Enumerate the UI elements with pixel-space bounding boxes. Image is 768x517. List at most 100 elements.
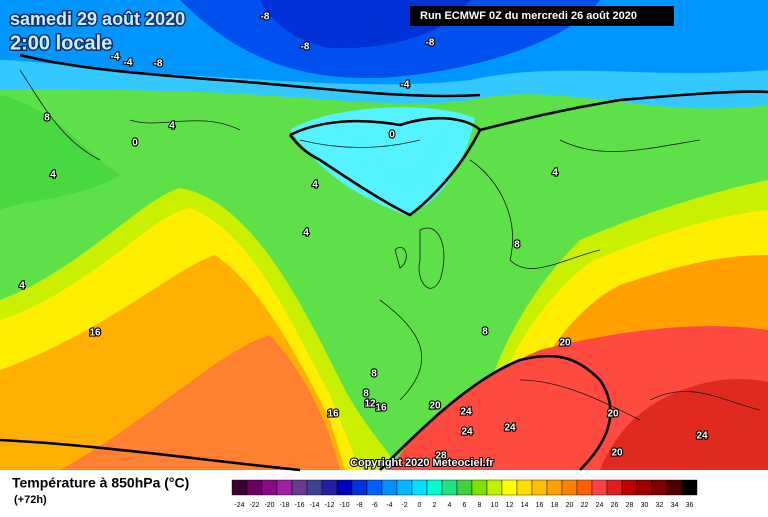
contour-label: 20 — [559, 338, 571, 349]
colorbar-tick-label: -24 — [234, 502, 244, 509]
contour-label: 8 — [371, 369, 377, 380]
colorbar-cell — [306, 479, 323, 496]
colorbar-cell — [621, 479, 638, 496]
colorbar-tick-label: 10 — [491, 502, 499, 509]
colorbar-cell — [321, 479, 338, 496]
contour-label: -4 — [124, 58, 133, 69]
colorbar-tick-label: 28 — [626, 502, 634, 509]
colorbar-tick-label: -2 — [401, 502, 407, 509]
contour-label: 20 — [611, 448, 623, 459]
contour-label: -8 — [261, 12, 270, 23]
colorbar-cell — [576, 479, 593, 496]
colorbar-tick-label: -16 — [294, 502, 304, 509]
colorbar-tick-label: -18 — [279, 502, 289, 509]
colorbar-cell — [531, 479, 548, 496]
colorbar-cell — [411, 479, 428, 496]
colorbar-tick-label: 22 — [581, 502, 589, 509]
colorbar-cell — [591, 479, 608, 496]
contour-label: 4 — [19, 281, 25, 292]
colorbar-cell — [426, 479, 443, 496]
colorbar-cell — [366, 479, 383, 496]
colorbar-tick-label: 6 — [463, 502, 467, 509]
colorbar-tick-label: 16 — [536, 502, 544, 509]
colorbar-tick-label: -20 — [264, 502, 274, 509]
contour-label: 8 — [44, 113, 50, 124]
colorbar-tick-label: 8 — [478, 502, 482, 509]
colorbar-cell — [516, 479, 533, 496]
contour-label: 16 — [375, 403, 387, 414]
colorbar-tick-label: -8 — [356, 502, 362, 509]
colorbar-cell — [681, 479, 698, 496]
map — [0, 0, 768, 472]
lead-time: (+72h) — [14, 494, 47, 506]
contour-label: 28 — [435, 451, 447, 462]
colorbar-cell — [651, 479, 668, 496]
colorbar-tick-label: -10 — [339, 502, 349, 509]
colorbar-tick-label: 32 — [656, 502, 664, 509]
legend-title: Température à 850hPa (°C) — [12, 475, 189, 491]
contour-label: 8 — [514, 240, 520, 251]
contour-label: 0 — [389, 130, 395, 141]
colorbar-cell — [486, 479, 503, 496]
colorbar-tick-label: 30 — [641, 502, 649, 509]
colorbar-cell — [606, 479, 623, 496]
contour-label: 24 — [460, 407, 472, 418]
run-info: Run ECMWF 0Z du mercredi 26 août 2020 — [420, 10, 637, 22]
contour-label: 20 — [607, 409, 619, 420]
colorbar-tick-label: 2 — [433, 502, 437, 509]
contour-label: 0 — [132, 138, 138, 149]
run-box — [410, 6, 674, 26]
colorbar-tick-label: 14 — [521, 502, 529, 509]
colorbar-cell — [381, 479, 398, 496]
colorbar-tick-label: 20 — [566, 502, 574, 509]
colorbar-tick-label: 34 — [671, 502, 679, 509]
colorbar-tick-label: 0 — [418, 502, 422, 509]
contour-label: 24 — [696, 431, 708, 442]
colorbar-tick-label: -22 — [249, 502, 259, 509]
colorbar-cell — [636, 479, 653, 496]
contour-label: 8 — [363, 389, 369, 400]
contour-label: 4 — [303, 228, 309, 239]
colorbar-cell — [261, 479, 278, 496]
colorbar-cell — [336, 479, 353, 496]
local-time: 2:00 locale — [10, 32, 112, 54]
colorbar-tick-label: -6 — [371, 502, 377, 509]
colorbar-cell — [276, 479, 293, 496]
contour-label: -4 — [401, 80, 410, 91]
contour-label: 24 — [461, 427, 473, 438]
contour-label: 20 — [429, 401, 441, 412]
colorbar-cell — [396, 479, 413, 496]
colorbar-tick-label: -4 — [386, 502, 392, 509]
contour-label: 4 — [50, 170, 56, 181]
colorbar-cell — [351, 479, 368, 496]
colorbar-cell — [561, 479, 578, 496]
colorbar-tick-label: 18 — [551, 502, 559, 509]
contour-label: 4 — [169, 121, 175, 132]
colorbar-tick-label: 12 — [506, 502, 514, 509]
colorbar-cell — [666, 479, 683, 496]
colorbar-cell — [546, 479, 563, 496]
contour-label: 16 — [89, 328, 101, 339]
colorbar-cell — [501, 479, 518, 496]
colorbar-cell — [246, 479, 263, 496]
colorbar-tick-label: 4 — [448, 502, 452, 509]
contour-label: 4 — [312, 180, 318, 191]
contour-label: 16 — [327, 409, 339, 420]
colorbar-tick-label: 26 — [611, 502, 619, 509]
colorbar-cell — [291, 479, 308, 496]
colorbar-cell — [441, 479, 458, 496]
copyright: Copyright 2020 Meteociel.fr — [350, 457, 494, 469]
colorbar-cell — [456, 479, 473, 496]
colorbar-cell — [231, 479, 248, 496]
colorbar-cell — [471, 479, 488, 496]
contour-label: 24 — [504, 423, 516, 434]
contour-label: -8 — [301, 42, 310, 53]
colorbar: -24 -22 -20 -18 -16 -14 -12 -10 -8 -6 -4 -2 0 2 4 6 8 10 1… — [231, 479, 698, 509]
colorbar-tick-label: -12 — [324, 502, 334, 509]
contour-label: 8 — [482, 327, 488, 338]
colorbar-tick-label: 24 — [596, 502, 604, 509]
contour-label: 12 — [364, 399, 376, 410]
date: samedi 29 août 2020 — [10, 9, 185, 29]
